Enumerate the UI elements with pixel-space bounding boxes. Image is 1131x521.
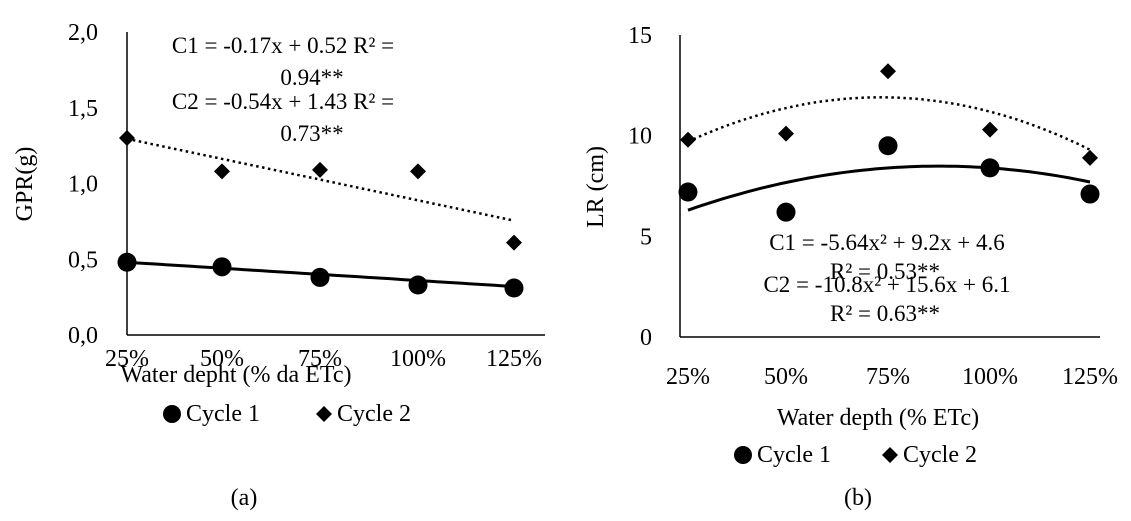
panel-a-y-tick-label: 1,0 bbox=[68, 172, 98, 198]
panel-a-point-cycle2 bbox=[312, 161, 328, 178]
panel-b-point-cycle2 bbox=[880, 63, 896, 80]
panel-a-x-axis-title: Water depht (% da ETc) bbox=[121, 362, 352, 388]
panel-a-label: (a) bbox=[231, 485, 258, 511]
panel-b-y-axis-title: LR (cm) bbox=[583, 146, 609, 228]
panel-a-point-cycle1 bbox=[212, 257, 232, 277]
panel-a-equation-c1-line2: 0.94** bbox=[280, 65, 343, 90]
panel-b-x-tick-label: 100% bbox=[962, 364, 1018, 390]
panel-a-point-cycle2 bbox=[506, 234, 522, 251]
panel-b-points bbox=[678, 63, 1100, 222]
panel-a-point-cycle2 bbox=[410, 163, 426, 180]
panel-b-point-cycle2 bbox=[1082, 149, 1098, 166]
panel-a-y-ticks: 0,0 0,5 1,0 1,5 2,0 bbox=[68, 20, 98, 349]
panel-b-point-cycle1 bbox=[980, 158, 1000, 178]
panel-a-legend-cycle2-label: Cycle 2 bbox=[337, 401, 411, 427]
panel-b-point-cycle2 bbox=[680, 131, 696, 148]
panel-a-y-axis-title: GPR(g) bbox=[12, 147, 38, 222]
panel-a-x-tick-label: 100% bbox=[390, 346, 446, 372]
panel-a-y-tick-label: 0,0 bbox=[68, 323, 98, 349]
panel-a-x-tick-label: 125% bbox=[486, 346, 542, 372]
panel-b-x-axis-title: Water depth (% ETc) bbox=[777, 405, 979, 431]
panel-b-trendline-cycle2 bbox=[687, 96, 1091, 151]
panel-b-point-cycle1 bbox=[878, 136, 898, 156]
panel-b-point-cycle1 bbox=[678, 182, 698, 202]
panel-a-legend-cycle1-marker bbox=[163, 405, 181, 423]
panel-b-point-cycle2 bbox=[982, 121, 998, 138]
panel-a-equation-c1-line1: C1 = -0.17x + 0.52 R² = bbox=[172, 33, 394, 58]
panel-b-equation-c1-line2: R² = 0.53** bbox=[830, 259, 940, 284]
panel-a-point-cycle1 bbox=[408, 275, 428, 295]
panel-a-x-tick-label: 75% bbox=[298, 346, 342, 372]
panel-a-x-ticks: 25% 50% 75% 100% 125% bbox=[105, 346, 542, 372]
panel-b-x-ticks: 25% 50% 75% 100% 125% bbox=[666, 364, 1118, 390]
panel-a-y-tick-label: 0,5 bbox=[68, 247, 98, 273]
panel-b-x-tick-label: 50% bbox=[764, 364, 808, 390]
panel-b-y-ticks: 0 5 10 15 bbox=[628, 23, 652, 351]
panel-b-x-tick-label: 75% bbox=[866, 364, 910, 390]
panel-b-equation-c1-line1: C1 = -5.64x² + 9.2x + 4.6 bbox=[769, 230, 1005, 255]
panel-b-legend-cycle1-marker bbox=[734, 446, 752, 464]
panel-a-x-tick-label: 50% bbox=[200, 346, 244, 372]
panel-b-point-cycle2 bbox=[778, 125, 794, 142]
panel-b-x-tick-label: 25% bbox=[666, 364, 710, 390]
panel-a-point-cycle1 bbox=[310, 267, 330, 287]
panel-a-x-tick-label: 25% bbox=[105, 346, 149, 372]
panel-b-point-cycle1 bbox=[776, 202, 796, 222]
panel-b-y-tick-label: 15 bbox=[628, 23, 652, 49]
panel-a-legend: Cycle 1 Cycle 2 bbox=[163, 401, 411, 427]
panel-a-point-cycle1 bbox=[504, 278, 524, 298]
panel-b-legend-cycle2-label: Cycle 2 bbox=[903, 442, 977, 468]
panel-b-y-tick-label: 10 bbox=[628, 124, 652, 150]
panel-b-y-tick-label: 0 bbox=[640, 325, 652, 351]
panel-a-equation-c2-line1: C2 = -0.54x + 1.43 R² = bbox=[172, 89, 394, 114]
panel-a-legend-cycle2-marker bbox=[316, 406, 332, 422]
panel-b-legend-cycle1-label: Cycle 1 bbox=[757, 442, 831, 468]
panel-a-points bbox=[117, 130, 524, 298]
panel-a-legend-cycle1-label: Cycle 1 bbox=[186, 401, 260, 427]
panel-b-equation-c2-line2: R² = 0.63** bbox=[830, 301, 940, 326]
panel-a-y-tick-label: 2,0 bbox=[68, 20, 98, 46]
panel-b-label: (b) bbox=[844, 485, 872, 511]
panel-a-point-cycle2 bbox=[119, 130, 135, 147]
panel-a-trendlines bbox=[126, 137, 515, 288]
panel-a-equation-c2-line2: 0.73** bbox=[280, 121, 343, 146]
panel-b-y-tick-label: 5 bbox=[640, 224, 652, 250]
panel-a-point-cycle2 bbox=[214, 163, 230, 180]
panel-b-equation-c2-line1: C2 = -10.8x² + 15.6x + 6.1 bbox=[763, 272, 1010, 297]
panel-a-point-cycle1 bbox=[117, 252, 137, 272]
panel-b-point-cycle1 bbox=[1080, 184, 1100, 204]
panel-b-trendlines bbox=[687, 96, 1091, 212]
panel-b-x-tick-label: 125% bbox=[1062, 364, 1118, 390]
panel-b: 0 5 10 15 25% 50% 75% 100% 125% Water depth (% … bbox=[583, 23, 1118, 511]
panel-a: 0,0 0,5 1,0 1,5 2,0 25% 50% 75% 100% 125% Water … bbox=[12, 20, 545, 511]
panel-b-legend-cycle2-marker bbox=[882, 447, 898, 463]
panel-a-y-tick-label: 1,5 bbox=[68, 96, 98, 122]
panel-a-trendline-cycle2 bbox=[126, 137, 515, 222]
panel-b-trendline-cycle1 bbox=[687, 164, 1091, 212]
panel-b-legend: Cycle 1 Cycle 2 bbox=[734, 442, 977, 468]
